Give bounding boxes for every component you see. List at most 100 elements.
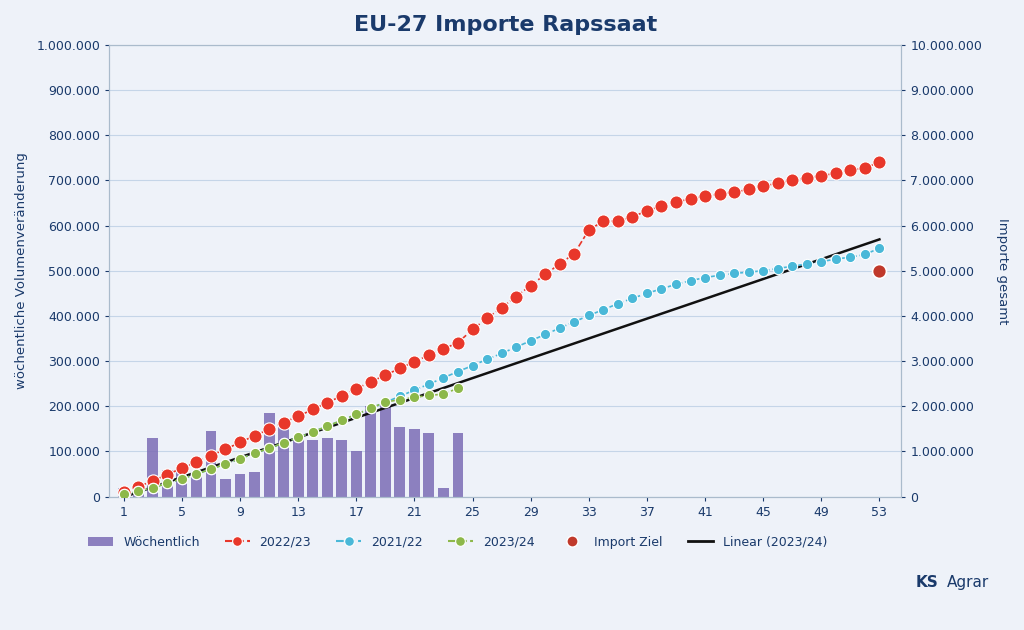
Point [116,490,132,500]
Point [566,249,583,259]
Point [827,168,844,178]
Point [319,398,336,408]
Point [726,268,742,278]
Point [450,367,466,377]
Bar [119,488,129,496]
Point [290,432,306,442]
Point [174,474,190,484]
Bar [380,404,391,496]
Point [377,397,393,407]
Point [668,197,684,207]
Bar [322,438,333,496]
Bar [206,431,216,496]
Point [871,243,888,253]
Point [494,348,510,358]
Point [304,427,321,437]
Point [174,463,190,473]
Text: Agrar: Agrar [946,575,989,590]
Point [625,212,641,222]
Point [697,273,714,283]
Point [871,266,888,276]
Legend: Wöchentlich, 2022/23, 2021/22, 2023/24, Import Ziel, Linear (2023/24): Wöchentlich, 2022/23, 2021/22, 2023/24, … [83,530,833,554]
Title: EU-27 Importe Rapssaat: EU-27 Importe Rapssaat [353,15,656,35]
Point [479,354,496,364]
Point [639,206,655,216]
Point [494,303,510,313]
Point [712,189,728,199]
Point [407,392,423,403]
Point [290,432,306,442]
Point [407,385,423,395]
Bar [249,472,260,496]
Point [522,336,539,346]
Point [391,364,408,374]
Point [275,418,292,428]
Point [130,486,146,496]
Point [144,483,161,493]
Point [712,270,728,280]
Point [464,324,480,335]
Point [842,252,858,262]
Point [653,201,670,211]
Point [537,270,553,280]
Point [609,299,626,309]
Point [609,216,626,226]
Point [116,487,132,497]
Point [247,448,263,458]
Point [275,438,292,448]
Bar [394,427,406,496]
Y-axis label: Importe gesamt: Importe gesamt [996,217,1009,324]
Point [130,482,146,492]
Point [813,171,829,181]
Point [435,389,452,399]
Point [537,329,553,340]
Point [827,254,844,264]
Bar [162,469,173,496]
Point [435,344,452,354]
Point [522,280,539,290]
Point [231,454,248,464]
Point [203,450,219,461]
Point [319,421,336,431]
Point [581,225,597,235]
Point [595,216,611,226]
Point [435,373,452,383]
Point [130,486,146,496]
Point [159,469,175,479]
Point [348,410,365,420]
Bar [234,474,246,496]
Point [421,379,437,389]
Point [377,397,393,407]
Point [319,421,336,431]
Bar [424,433,434,496]
Bar [220,479,231,496]
Point [362,403,379,413]
Bar [438,488,449,496]
Point [799,259,815,269]
Point [362,403,379,413]
Point [682,194,698,204]
Point [391,394,408,404]
Point [421,391,437,401]
Point [813,256,829,266]
Point [334,391,350,401]
Point [566,317,583,327]
Point [217,459,233,469]
Bar [409,429,420,496]
Point [362,377,379,387]
Point [653,284,670,294]
Point [784,261,801,272]
Point [247,431,263,441]
Point [740,267,757,277]
Point [261,444,278,454]
Point [304,427,321,437]
Point [552,259,568,269]
Point [508,292,524,302]
Point [552,323,568,333]
Point [231,437,248,447]
Bar [191,472,202,496]
Point [769,263,785,273]
Point [581,311,597,321]
Point [231,454,248,464]
Point [188,457,205,467]
